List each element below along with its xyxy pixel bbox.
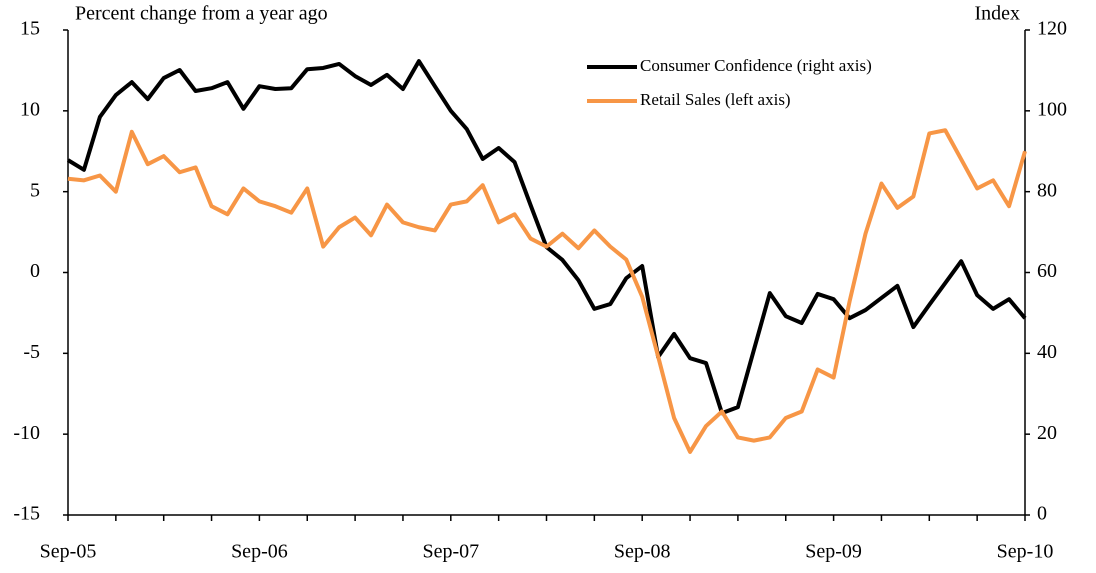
- y-tick-label: -10: [13, 422, 40, 444]
- x-tick-label: Sep-10: [997, 541, 1054, 563]
- x-tick-label: Sep-09: [805, 541, 862, 563]
- x-tick-label: Sep-06: [231, 541, 288, 563]
- legend-label: Consumer Confidence (right axis): [640, 56, 872, 75]
- legend-label: Retail Sales (left axis): [640, 90, 791, 109]
- y2-tick-label: 60: [1037, 260, 1057, 282]
- x-tick-label: Sep-07: [422, 541, 479, 563]
- y-axis-label: Percent change from a year ago: [75, 3, 328, 25]
- y-tick-label: -15: [13, 503, 40, 525]
- y-tick-label: 15: [20, 18, 40, 40]
- y2-tick-label: 20: [1037, 422, 1057, 444]
- y2-tick-label: 0: [1037, 503, 1047, 525]
- y-tick-label: 10: [20, 98, 40, 120]
- y2-tick-label: 40: [1037, 341, 1057, 363]
- legend: Consumer Confidence (right axis) Retail S…: [587, 56, 872, 109]
- y2-tick-label: 80: [1037, 179, 1057, 201]
- y-tick-label: -5: [23, 341, 40, 363]
- y-tick-label: 0: [30, 260, 40, 282]
- x-tick-label: Sep-05: [40, 541, 97, 563]
- series-line: [66, 59, 1027, 416]
- y2-axis-label: Index: [974, 3, 1020, 25]
- y2-tick-label: 100: [1037, 98, 1067, 120]
- y2-tick-label: 120: [1037, 18, 1067, 40]
- x-tick-label: Sep-08: [614, 541, 671, 563]
- series-line: [67, 128, 1027, 454]
- y-tick-label: 5: [30, 179, 40, 201]
